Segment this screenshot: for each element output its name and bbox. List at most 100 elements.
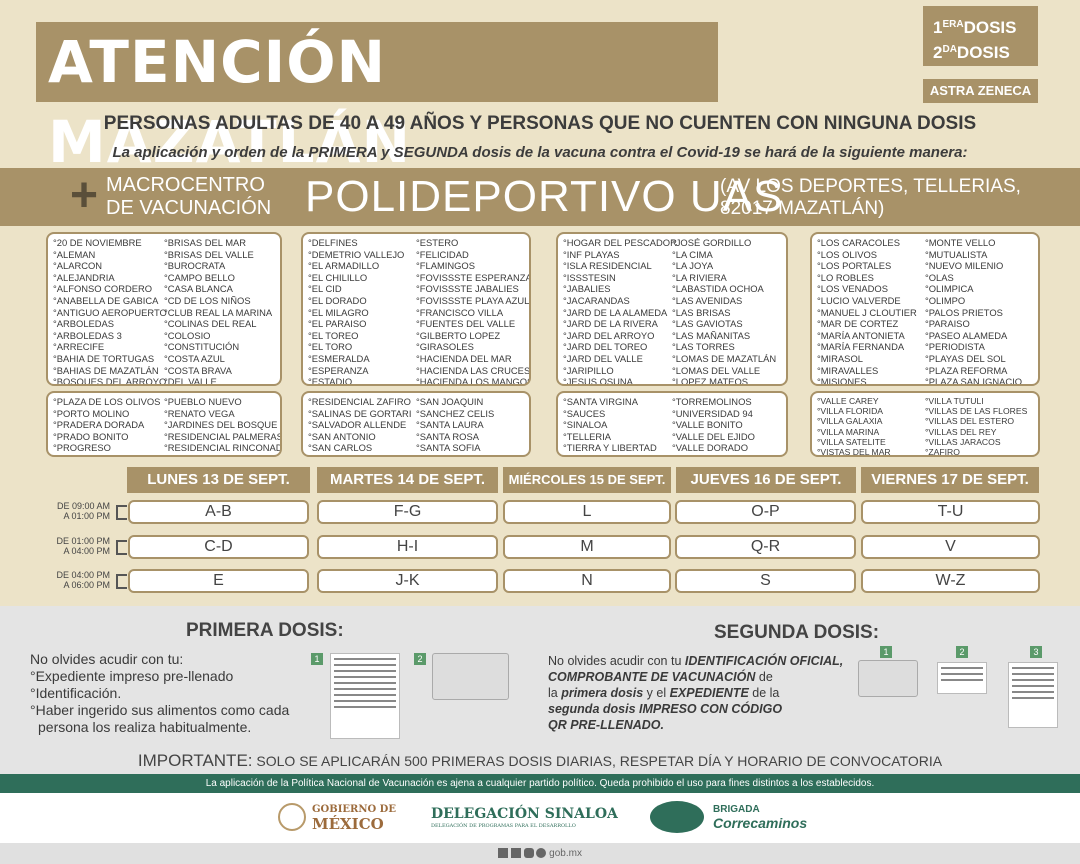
slot-wed-1: L	[503, 500, 671, 524]
colonia-item: °SALVADOR ALLENDE	[308, 419, 407, 431]
colonia-item: °JARD DEL VALLE	[563, 352, 643, 364]
segunda-bold: COMPROBANTE DE VACUNACIÓN	[548, 670, 756, 684]
colonia-item: °DELFINES	[308, 237, 358, 248]
page-title: ATENCIÓN MAZATLÁN	[36, 22, 718, 176]
primera-line: persona los realiza habitualmente.	[38, 719, 252, 735]
colonias-box-1: °20 DE NOVIEMBRE °ALEMAN °ALARCON °ALEJANDR…	[46, 232, 282, 386]
colonia-item: °FLAMINGOS	[416, 260, 475, 272]
facebook-icon[interactable]	[498, 848, 509, 859]
colonia-item: °COSTA AZUL	[164, 352, 225, 364]
segunda-text: de la	[748, 686, 780, 700]
colonia-item: °EL ARMADILLO	[308, 260, 380, 272]
colonia-item: °JESUS OSUNA	[563, 376, 633, 386]
colonia-item: °VISTAS DEL MAR	[817, 447, 891, 457]
colonia-item: °LAS AVENIDAS	[672, 294, 743, 306]
colonia-item: °LAS GAVIOTAS	[672, 318, 743, 330]
step-number: 1	[880, 646, 892, 658]
colonia-item: °SANTA LAURA	[416, 419, 484, 431]
colonia-item: °LOS OLIVOS	[817, 248, 878, 260]
colonia-item: °LOMAS DE MAZATLÁN	[672, 352, 777, 364]
colonia-item: °JABALIES	[563, 283, 611, 295]
colonia-item: °ANABELLA DE GABICA	[53, 294, 159, 306]
day-header-fri: VIERNES 17 DE SEPT.	[861, 467, 1039, 493]
colonia-item: °ESTERO	[416, 237, 459, 248]
colonia-item: °VILLAS DE LAS FLORES	[925, 406, 1028, 417]
id-card-image	[858, 660, 918, 697]
colonia-item: °BOSQUES DEL ARROYO	[53, 376, 167, 386]
comprobante-doc-image	[937, 662, 987, 694]
colonia-item: °SANCHEZ CELIS	[416, 407, 495, 419]
colonia-item: °BUROCRATA	[164, 260, 226, 272]
instagram-icon[interactable]	[523, 848, 534, 859]
colonia-item: °VILLA TUTULI	[925, 396, 984, 406]
colonia-item: °JARD DEL TOREO	[563, 341, 648, 353]
day-header-tue: MARTES 14 DE SEPT.	[317, 467, 498, 493]
segunda-bold: EXPEDIENTE	[669, 686, 749, 700]
colonia-item: °RESIDENCIAL ZAFIRO	[308, 396, 411, 407]
colonia-item: °JARDINES DEL BOSQUE	[164, 419, 278, 431]
slot-tue-2: H-I	[317, 535, 498, 559]
slot-thu-2: Q-R	[675, 535, 856, 559]
colonia-item: °EL CID	[308, 283, 342, 295]
slot-thu-1: O-P	[675, 500, 856, 524]
colonia-item: °RESIDENCIAL PALMERAS	[164, 430, 282, 442]
addr-line2: 82017 MAZATLÁN)	[720, 198, 885, 219]
primera-line: No olvides acudir con tu:	[30, 651, 184, 667]
colonia-item: °CLUB REAL LA MARINA	[164, 306, 273, 318]
footer-link[interactable]: gob.mx	[549, 848, 582, 859]
colonias-list: °20 DE NOVIEMBRE °ALEMAN °ALARCON °ALEJANDR…	[53, 237, 167, 386]
colonia-item: °VILLA MARINA	[817, 426, 880, 437]
bracket-icon	[116, 574, 127, 589]
gobierno-logo-line1: GOBIERNO DE	[312, 804, 396, 815]
expediente-doc-image	[330, 653, 400, 739]
colonia-item: °SANTA VIRGINA	[563, 396, 638, 407]
colonia-item: °CASA BLANCA	[164, 283, 233, 295]
day-header-wed: MIÉRCOLES 15 DE SEPT.	[503, 467, 671, 493]
colonia-item: °TORREMOLINOS	[672, 396, 752, 407]
slot-thu-3: S	[675, 569, 856, 593]
colonia-item: °HACIENDA DEL MAR	[416, 352, 512, 364]
primera-line: °Identificación.	[30, 685, 122, 701]
colonias-box-7: °SANTA VIRGINA °SAUCES °SINALOA °TELLERIA °T…	[556, 391, 788, 457]
colonia-item: °OLAS	[925, 271, 954, 283]
venue-name: POLIDEPORTIVO UAS	[305, 172, 784, 221]
segunda-text: de	[755, 670, 773, 684]
venue-band: + MACROCENTRO DE VACUNACIÓN POLIDEPORTIVO…	[0, 168, 1080, 226]
slot-fri-2: V	[861, 535, 1040, 559]
colonia-item: °VALLE CAREY	[817, 396, 879, 406]
step-number: 3	[1030, 646, 1042, 658]
colonia-item: °EL MILAGRO	[308, 306, 369, 318]
colonia-item: °BRISAS DEL VALLE	[164, 248, 254, 260]
disclaimer-bar: La aplicación de la Política Nacional de…	[0, 774, 1080, 793]
colonia-item: °DEMETRIO VALLEJO	[308, 248, 405, 260]
header-area: ATENCIÓN MAZATLÁN 1ERADOSIS 2DADOSIS AST…	[0, 0, 1080, 228]
colonias-list: °SANTA VIRGINA °SAUCES °SINALOA °TELLERIA °T…	[563, 396, 672, 454]
day-header-thu: JUEVES 16 DE SEPT.	[676, 467, 856, 493]
dose2-sup: DA	[942, 44, 957, 55]
time-to: A 01:00 PM	[63, 511, 110, 521]
roadrunner-icon	[650, 801, 704, 833]
colonia-item: °PRADERA DORADA	[53, 419, 145, 431]
youtube-icon[interactable]	[536, 848, 547, 859]
colonia-item: °DEL VALLE	[164, 376, 217, 386]
logos-bar: GOBIERNO DE MÉXICO DELEGACIÓN SINALOA DE…	[0, 793, 1080, 843]
segunda-bold: segunda dosis IMPRESO CON CÓDIGO	[548, 702, 783, 716]
time-label-3: DE 04:00 PM A 06:00 PM	[28, 570, 110, 590]
colonia-item: °HACIENDA LAS CRUCES	[416, 364, 531, 376]
colonia-item: °COLOSIO	[164, 329, 211, 341]
dose2-text: DOSIS	[956, 43, 1010, 62]
colonia-item: °MUTUALISTA	[925, 248, 988, 260]
dose-badge: 1ERADOSIS 2DADOSIS	[923, 6, 1038, 66]
colonia-item: °PALOS PRIETOS	[925, 306, 1003, 318]
bracket-icon	[116, 505, 127, 520]
colonia-item: °UNIVERSIDAD 94	[672, 407, 753, 419]
slot-wed-3: N	[503, 569, 671, 593]
addr-line1: (AV LOS DEPORTES, TELLERIAS,	[720, 176, 1021, 197]
colonia-item: °FRANCISCO VILLA	[416, 306, 504, 318]
colonia-item: °ZAFIRO	[925, 447, 960, 457]
colonia-item: °MAR DE CORTEZ	[817, 318, 899, 330]
important-label: IMPORTANTE:	[137, 751, 253, 770]
segunda-title: SEGUNDA DOSIS:	[714, 622, 880, 643]
twitter-icon[interactable]	[510, 848, 521, 859]
colonia-item: °ALARCON	[53, 260, 103, 272]
